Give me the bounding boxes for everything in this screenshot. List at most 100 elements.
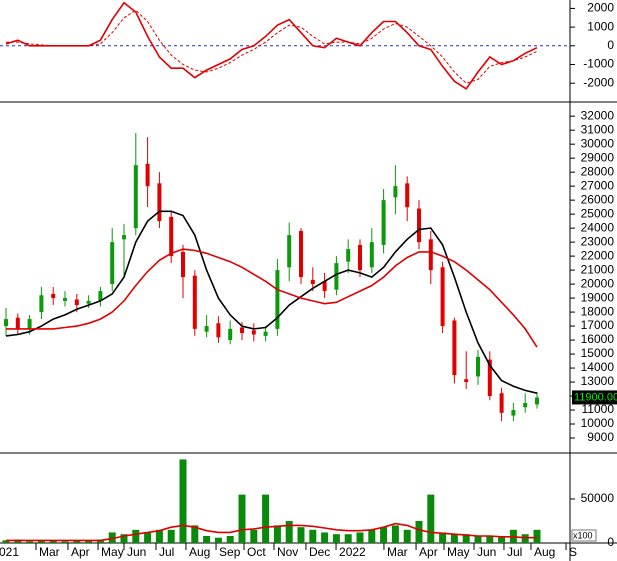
volume-bar [37,540,45,543]
candle-body [4,319,8,327]
candle-body [228,328,233,341]
x-tick-label: May [101,545,124,559]
volume-bar [250,529,258,543]
candle-body [181,251,185,278]
x-tick-label: May [447,545,470,559]
volume-bar [203,535,211,543]
volume-bar [273,525,281,543]
x-tick-label: Dec [309,545,330,559]
volume-bar [285,521,293,543]
y-tick-label: 2000 [587,1,614,15]
candle-body [464,379,469,383]
y-tick-label: 26000 [581,192,615,206]
candle-body [251,330,256,335]
y-tick-label: 15000 [581,346,615,360]
x-tick-label: Aug [189,545,210,559]
y-tick-label: 50000 [581,491,615,505]
candle-body [275,270,280,329]
candle-body [523,403,528,408]
volume-bar [167,529,175,543]
volume-bar [521,534,529,543]
volume-bar [26,541,34,543]
unit-label: x100 [573,530,593,540]
candle-body [74,299,79,306]
y-tick-label: 16000 [581,332,615,346]
candle-body [98,291,103,301]
volume-bar [85,540,93,543]
y-tick-label: 19000 [581,290,615,304]
volume-bar [49,540,57,543]
candle-body [334,263,339,290]
x-tick-label: Jul [507,545,522,559]
volume-bar [332,534,340,543]
candle-body [428,239,433,271]
line-series [6,522,537,542]
y-tick-label: 14000 [581,360,615,374]
y-tick-label: 13000 [581,374,615,388]
y-tick-label: 27000 [581,178,615,192]
volume-bar [486,535,494,543]
x-tick-label: Jun [477,545,496,559]
volume-bar [132,529,140,543]
candle-body [511,410,516,416]
volume-bar [450,534,458,543]
y-tick-label: -2000 [583,75,614,89]
volume-bar [2,540,10,543]
x-tick-label: Apr [419,545,438,559]
volume-bar [533,529,541,543]
volume-bar [61,541,69,543]
volume-bar [309,529,317,543]
candle-body [369,242,374,268]
x-tick-label: Nov [277,545,298,559]
candle-body [15,317,20,329]
y-tick-label: 25000 [581,206,615,220]
x-tick-label: S [569,545,577,559]
y-tick-label: 0 [607,535,614,549]
y-tick-label: 20000 [581,276,615,290]
y-tick-label: 18000 [581,304,615,318]
x-tick-label: Jul [159,545,174,559]
line-series [5,1,538,90]
x-tick-label: 2022 [339,545,366,559]
candle-body [133,165,138,229]
last-price-box [572,390,617,405]
y-tick-label: 1000 [587,19,614,33]
y-tick-label: 22000 [581,248,615,262]
candle-body [535,397,539,405]
candle-body [122,235,126,240]
volume-bar [297,527,305,543]
candle-body [216,323,221,338]
volume-bar [415,521,423,543]
volume-bar [179,459,187,543]
volume-bar [155,529,163,543]
candle-body [51,293,56,299]
candle-body [157,183,162,222]
candle-body [322,281,327,292]
candle-body [440,267,445,327]
x-tick-label: Oct [247,545,266,559]
x-tick-label: Sep [219,545,241,559]
volume-bar [226,535,234,543]
x-tick-label: 021 [0,545,19,559]
x-tick-label: Mar [39,545,60,559]
candle-body [358,244,362,271]
volume-bar [96,539,104,543]
x-tick-label: Apr [71,545,90,559]
candle-body [110,242,115,285]
candle-body [393,186,398,198]
x-tick-label: Aug [534,545,555,559]
candle-body [299,230,303,278]
volume-bar [344,534,352,543]
y-tick-label: 31000 [581,122,615,136]
volume-bar [356,532,364,543]
candle-body [287,235,292,268]
volume-bar [262,494,270,543]
y-tick-label: 32000 [581,108,615,122]
line-series [6,248,538,348]
volume-bar [321,532,329,543]
y-tick-label: -1000 [583,57,614,71]
y-tick-label: 11000 [582,402,615,416]
y-tick-label: 0 [607,38,614,52]
candle-body [499,393,504,413]
candle-body [381,200,386,245]
